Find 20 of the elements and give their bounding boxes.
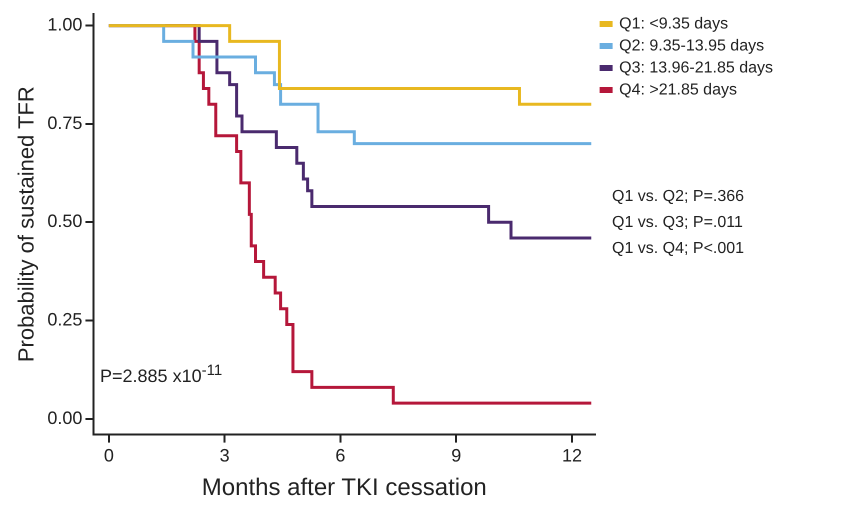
annotation: P=2.885 x10$^{-11}$ bbox=[100, 361, 222, 387]
y-tick-label: 0.50 bbox=[47, 211, 82, 232]
x-tick-label: 12 bbox=[562, 445, 582, 466]
legend-label: Q2: 9.35-13.95 days bbox=[619, 37, 764, 54]
y-axis-title: Probability of sustained TFR bbox=[13, 86, 38, 362]
y-tick-label: 0.25 bbox=[47, 310, 82, 330]
legend-label: Q1: <9.35 days bbox=[619, 15, 728, 32]
x-tick-label: 9 bbox=[451, 445, 462, 466]
x-axis-title: Months after TKI cessation bbox=[202, 474, 487, 502]
y-tick-label: 0.00 bbox=[47, 408, 82, 428]
x-tick-label: 0 bbox=[104, 445, 114, 466]
x-tick-label: 3 bbox=[220, 445, 230, 466]
legend-label: Q4: >21.85 days bbox=[619, 81, 737, 98]
text: Q1 vs. Q4; P<.001 bbox=[612, 239, 744, 259]
text: Q1 vs. Q2; P=.366 bbox=[612, 187, 744, 207]
y-tick-label: 0.75 bbox=[47, 112, 82, 133]
x-tick-label: 6 bbox=[335, 445, 346, 466]
text: Q1 vs. Q3; P=.011 bbox=[612, 213, 743, 233]
legend-label: Q3: 13.96-21.85 days bbox=[619, 59, 774, 76]
y-tick-label: 1.00 bbox=[47, 14, 82, 35]
